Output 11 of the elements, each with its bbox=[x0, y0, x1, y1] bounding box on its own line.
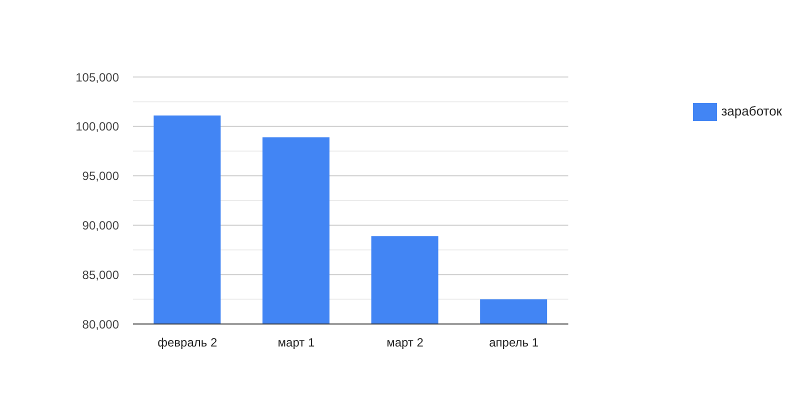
y-tick-label: 95,000 bbox=[82, 169, 120, 184]
y-tick-label: 105,000 bbox=[76, 70, 120, 84]
y-tick-label: 90,000 bbox=[82, 218, 120, 232]
x-tick-label: март 2 bbox=[386, 336, 424, 350]
y-tick-label: 100,000 bbox=[76, 120, 120, 134]
x-tick-label: апрель 1 bbox=[489, 336, 539, 350]
y-tick-label: 85,000 bbox=[82, 268, 120, 282]
legend-label: заработок bbox=[721, 103, 782, 118]
x-tick-label: март 1 bbox=[278, 336, 315, 350]
y-tick-label: 80,000 bbox=[82, 317, 120, 332]
x-tick-label: февраль 2 bbox=[158, 336, 218, 350]
